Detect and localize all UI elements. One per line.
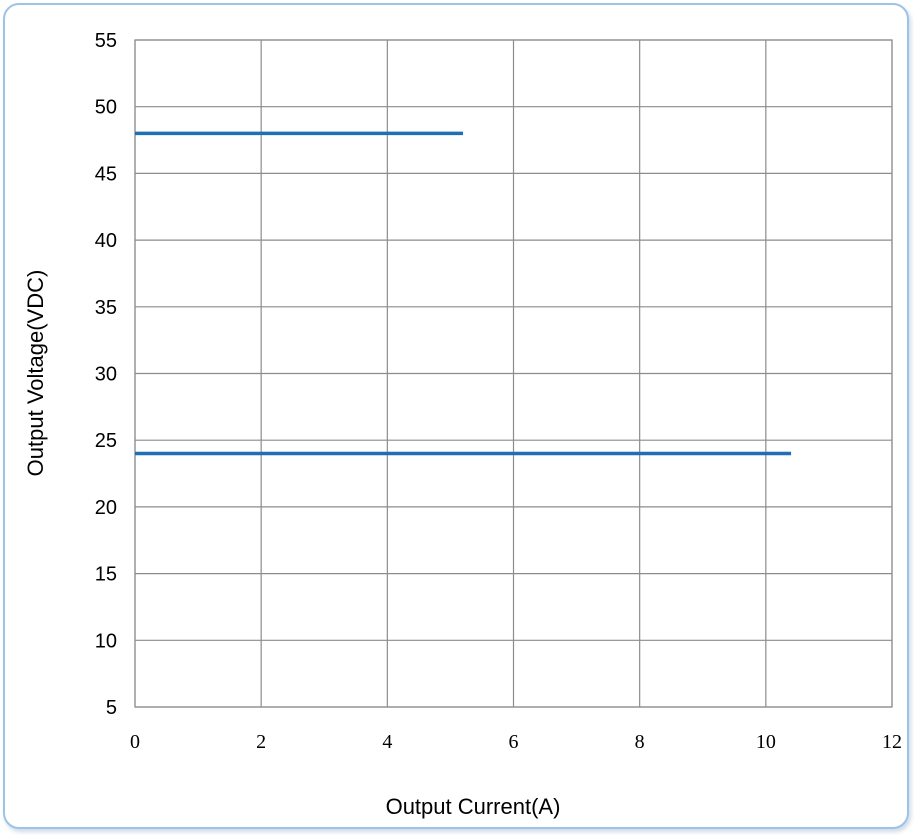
- x-axis-label: Output Current(A): [386, 794, 561, 819]
- x-tick-label: 8: [635, 731, 645, 753]
- series-layer: [135, 131, 792, 456]
- y-axis-label: Output Voltage(VDC): [23, 270, 48, 477]
- x-tick-label: 12: [882, 731, 902, 753]
- x-tick-label: 2: [256, 731, 266, 753]
- y-tick-label: 50: [95, 97, 117, 119]
- y-axis-ticks: 5 10 15 20 25 30 35 40 45 50 55: [95, 30, 117, 719]
- x-tick-label: 4: [382, 731, 392, 753]
- y-tick-label: 55: [95, 30, 117, 52]
- y-tick-label: 10: [95, 630, 117, 652]
- y-tick-label: 5: [106, 697, 117, 719]
- y-tick-label: 15: [95, 564, 117, 586]
- x-tick-label: 6: [509, 731, 519, 753]
- x-tick-label: 0: [130, 731, 140, 753]
- y-tick-label: 25: [95, 430, 117, 452]
- grid-lines: [134, 39, 893, 708]
- x-axis-ticks: 0 2 4 6 8 10 12: [130, 731, 902, 753]
- y-tick-label: 40: [95, 230, 117, 252]
- chart-frame: [3, 3, 909, 829]
- y-tick-label: 45: [95, 163, 117, 185]
- x-tick-label: 10: [756, 731, 776, 753]
- y-tick-label: 20: [95, 497, 117, 519]
- y-tick-label: 35: [95, 297, 117, 319]
- y-tick-label: 30: [95, 364, 117, 386]
